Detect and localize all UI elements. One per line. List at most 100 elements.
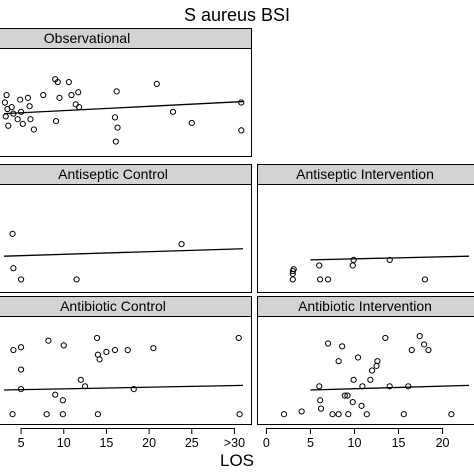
data-point xyxy=(324,276,332,283)
panels-group: Observational Antiseptic Control Antisepti… xyxy=(0,28,474,425)
data-point xyxy=(341,392,348,399)
data-point xyxy=(54,78,61,86)
data-point xyxy=(420,341,428,348)
data-point xyxy=(45,337,52,344)
data-point xyxy=(386,256,393,263)
data-point xyxy=(124,346,131,354)
data-point xyxy=(335,358,342,365)
data-point xyxy=(10,346,17,354)
panel-antiseptic-intervention: Antiseptic Intervention xyxy=(257,164,474,293)
panel-antibiotic-control: Antibiotic Control xyxy=(0,296,252,425)
data-point xyxy=(3,91,10,99)
data-point xyxy=(96,356,103,363)
data-point xyxy=(235,334,242,342)
data-point xyxy=(24,94,31,101)
data-point xyxy=(349,399,356,406)
data-point xyxy=(103,348,110,355)
data-point xyxy=(43,411,50,418)
data-point xyxy=(52,391,59,398)
data-point xyxy=(280,411,288,418)
data-point xyxy=(298,408,305,415)
data-point xyxy=(359,383,366,390)
fit-line xyxy=(3,100,244,115)
data-point xyxy=(40,91,47,99)
x-axis-label: LOS xyxy=(220,451,254,470)
data-point xyxy=(386,383,393,390)
data-point xyxy=(14,116,21,123)
panel-title: Antiseptic Intervention xyxy=(296,166,434,182)
panel-content xyxy=(1,76,245,145)
data-point xyxy=(345,411,352,418)
data-point xyxy=(81,383,89,390)
chart-title: S aureus BSI xyxy=(184,5,290,25)
fit-line xyxy=(3,248,244,257)
panel-antiseptic-control: Antiseptic Control xyxy=(0,164,252,293)
data-point xyxy=(112,138,119,145)
data-point xyxy=(317,276,324,283)
data-point xyxy=(238,99,245,106)
data-point xyxy=(17,276,25,283)
data-point xyxy=(178,240,185,248)
data-point xyxy=(317,397,324,404)
data-point xyxy=(2,113,9,120)
fit-line xyxy=(310,384,470,391)
panel-frame xyxy=(0,48,252,157)
data-point xyxy=(8,104,15,111)
data-point xyxy=(369,367,376,374)
data-point xyxy=(339,343,346,350)
data-point xyxy=(9,230,16,237)
data-point xyxy=(316,262,323,269)
data-point xyxy=(113,88,120,95)
data-point xyxy=(416,332,423,340)
tick-label: 15 xyxy=(99,436,113,450)
data-point xyxy=(68,91,75,99)
tick-label: 5 xyxy=(18,436,25,450)
data-point xyxy=(169,108,177,115)
data-point xyxy=(238,127,245,134)
data-point xyxy=(19,120,26,127)
panel-frame xyxy=(0,316,252,425)
data-point xyxy=(329,411,336,418)
panel-observational: Observational xyxy=(0,28,252,157)
data-point xyxy=(59,397,66,404)
data-point xyxy=(363,411,370,418)
data-point xyxy=(26,103,33,110)
data-point xyxy=(17,386,25,393)
data-point xyxy=(350,376,357,383)
data-point xyxy=(350,256,357,263)
panel-frame xyxy=(0,184,252,293)
data-point xyxy=(358,402,365,409)
tick-label: 20 xyxy=(142,436,156,450)
tick-label: 15 xyxy=(392,436,406,450)
panel-title: Antiseptic Control xyxy=(58,166,168,182)
data-point xyxy=(75,89,82,96)
data-point xyxy=(153,80,160,88)
panel-title: Observational xyxy=(44,30,130,46)
data-point xyxy=(289,276,296,283)
data-point xyxy=(421,276,429,283)
data-point xyxy=(114,124,121,131)
data-point xyxy=(448,411,455,418)
data-point xyxy=(408,346,415,354)
fit-line xyxy=(3,384,244,391)
data-point xyxy=(188,119,195,127)
data-point xyxy=(17,344,25,351)
data-point xyxy=(367,376,374,383)
data-point xyxy=(77,376,84,383)
x-axis-left: 5 10 15 20 25 >30 xyxy=(18,428,245,450)
panel-title: Antibiotic Intervention xyxy=(298,298,432,314)
data-point xyxy=(400,411,407,418)
data-point xyxy=(17,108,25,115)
data-point xyxy=(317,405,325,412)
data-point xyxy=(72,101,79,108)
tick-label: >30 xyxy=(224,436,245,450)
data-point xyxy=(5,122,12,129)
tick-label: 0 xyxy=(263,436,270,450)
data-point xyxy=(405,383,412,390)
panel-title: Antibiotic Control xyxy=(60,298,166,314)
data-point xyxy=(17,366,25,373)
data-point xyxy=(10,265,17,272)
data-point xyxy=(73,276,80,283)
data-point xyxy=(111,346,119,354)
data-point xyxy=(150,345,157,352)
